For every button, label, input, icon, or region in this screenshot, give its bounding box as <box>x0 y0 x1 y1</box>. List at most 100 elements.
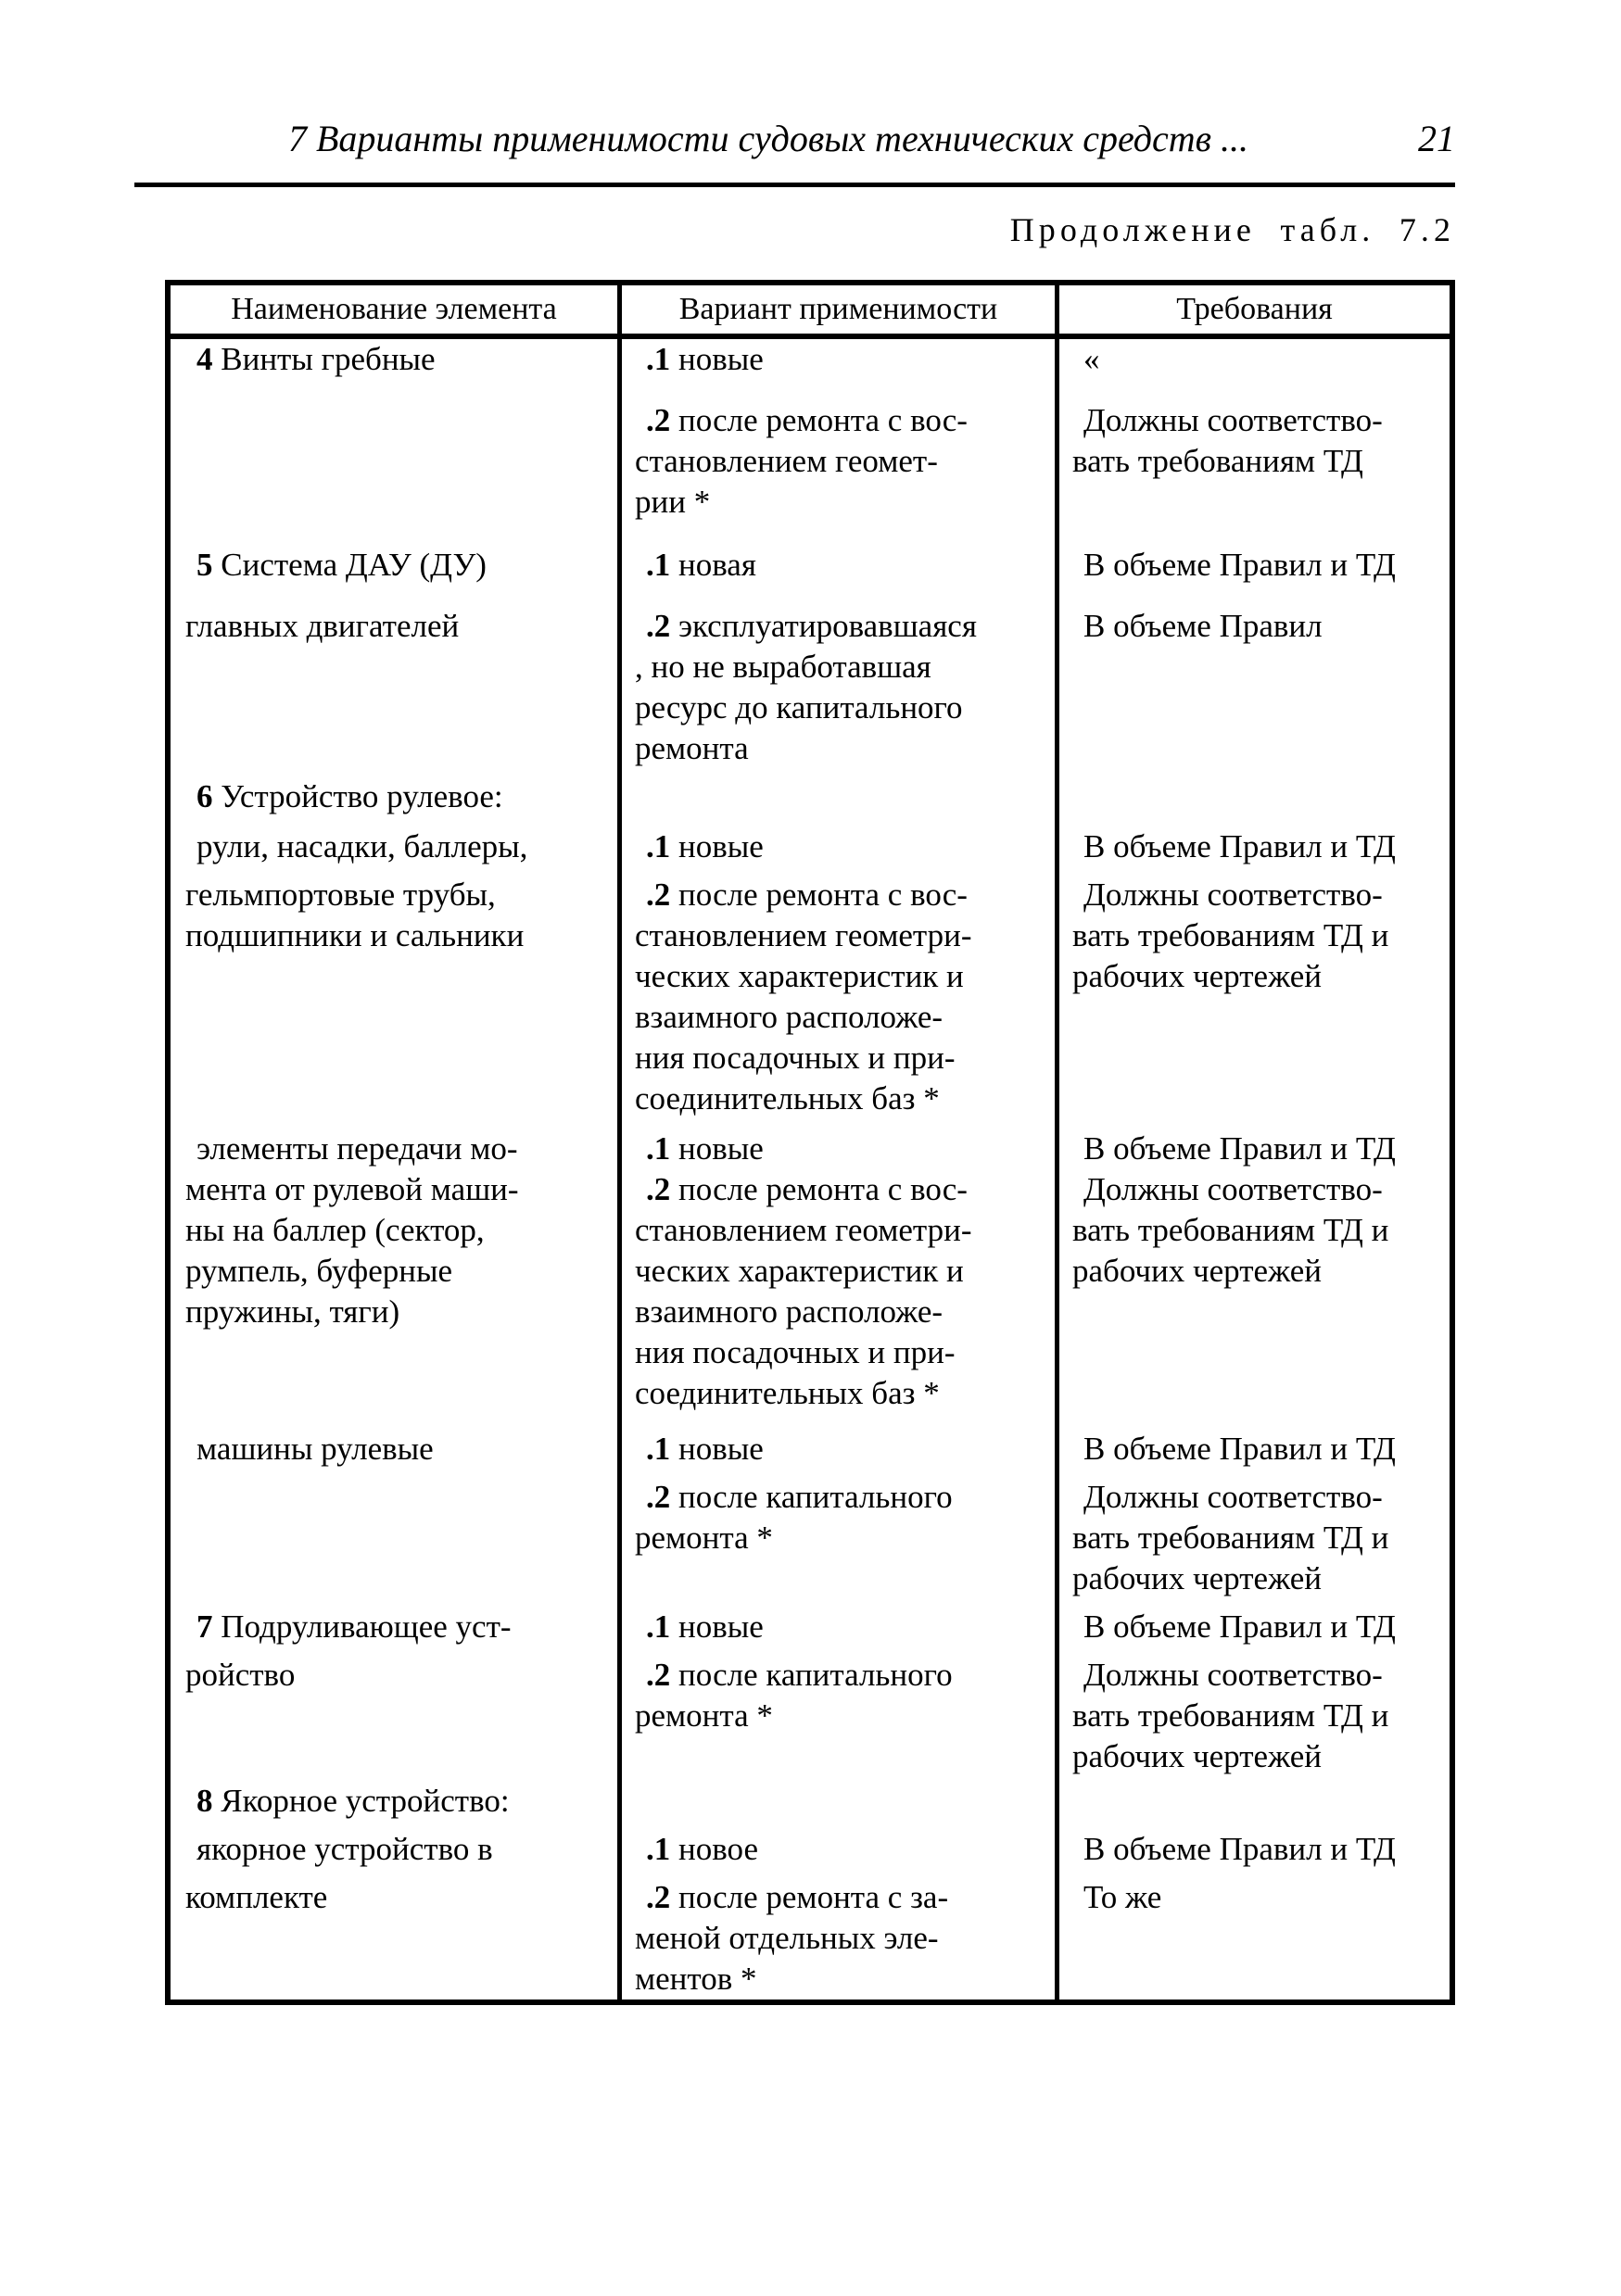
table-cell: .1 новые <box>617 1119 1055 1169</box>
cell-line: ресурс до капитального <box>635 689 963 725</box>
table-cell: ресурс до капитального <box>617 688 1055 728</box>
cell-line: В объеме Правил и ТД <box>1083 547 1396 583</box>
table-cell: ремонта * <box>617 1696 1055 1736</box>
cell-line: подшипники и сальники <box>185 917 525 953</box>
cell-line: машины рулевые <box>196 1431 434 1467</box>
cell-line: .2 эксплуатировавшаяся <box>646 608 977 644</box>
table-row: ресурс до капитального <box>171 688 1450 728</box>
page-header: 7 Варианты применимости судовых техничес… <box>165 117 1455 161</box>
cell-line: То же <box>1083 1879 1162 1915</box>
table-cell: В объеме Правил и ТД <box>1055 1119 1450 1169</box>
cell-line: В объеме Правил и ТД <box>1083 1130 1396 1167</box>
table-cell: .2 эксплуатировавшаяся <box>617 586 1055 647</box>
cell-line: рабочих чертежей <box>1072 1560 1323 1596</box>
table-cell: становлением геомет- <box>617 441 1055 482</box>
cell-line: вать требованиям ТД и <box>1072 1697 1389 1734</box>
cell-line: взаимного расположе- <box>635 1293 943 1330</box>
table-cell: В объеме Правил и ТД <box>1055 817 1450 867</box>
table-cell: .1 новые <box>617 1414 1055 1470</box>
cell-line: .1 новые <box>646 1431 764 1467</box>
cell-line: пружины, тяги) <box>185 1293 400 1330</box>
table-cell: 4 Винты гребные <box>171 339 617 380</box>
table-row: ремонта * вать требованиям ТД и <box>171 1696 1450 1736</box>
cell-line: ремонта <box>635 730 749 766</box>
table-cell: ния посадочных и при- <box>617 1332 1055 1373</box>
table-cell <box>171 1079 617 1119</box>
table-row: рии * <box>171 482 1450 523</box>
table-cell: становлением геометри- <box>617 915 1055 956</box>
table-cell: ны на баллер (сектор, <box>171 1210 617 1251</box>
cell-line: ремонта * <box>635 1697 773 1734</box>
cell-line: Должны соответство- <box>1083 402 1383 438</box>
table-row: машины рулевые .1 новые В объеме Правил и … <box>171 1414 1450 1470</box>
table-cell <box>1055 1918 1450 1959</box>
table-row: ния посадочных и при- <box>171 1332 1450 1373</box>
table-row: 4 Винты гребные .1 новые « <box>171 339 1450 380</box>
table-row: рабочих чертежей <box>171 1558 1450 1599</box>
table-row: ны на баллер (сектор, становлением геомет… <box>171 1210 1450 1251</box>
table-cell: 5 Система ДАУ (ДУ) <box>171 523 617 586</box>
table-cell: вать требованиям ТД и <box>1055 1210 1450 1251</box>
cell-line: 7 Подруливающее уст- <box>196 1608 512 1645</box>
table-cell: рабочих чертежей <box>1055 956 1450 997</box>
table-cell: Должны соответство- <box>1055 1647 1450 1696</box>
table-cell <box>617 1777 1055 1822</box>
table-cell: .1 новые <box>617 817 1055 867</box>
table-row: ческих характеристик и рабочих чертежей <box>171 956 1450 997</box>
table-row: якорное устройство в .1 новое В объеме Пра… <box>171 1822 1450 1870</box>
cell-line: элементы передачи мо- <box>196 1130 518 1167</box>
cell-line: .1 новая <box>646 547 756 583</box>
cell-line: 5 Система ДАУ (ДУ) <box>196 547 487 583</box>
table-continuation-caption: Продолжение табл. 7.2 <box>1009 211 1455 248</box>
header-rule <box>134 183 1455 187</box>
table-row: главных двигателей .2 эксплуатировавшаяся… <box>171 586 1450 647</box>
table-cell: взаимного расположе- <box>617 997 1055 1038</box>
cell-line: .1 новые <box>646 1130 764 1167</box>
cell-line: Должны соответство- <box>1083 1657 1383 1693</box>
table-cell <box>1055 688 1450 728</box>
table-cell: пружины, тяги) <box>171 1292 617 1332</box>
table-row: ния посадочных и при- <box>171 1038 1450 1079</box>
table-cell: рули, насадки, баллеры, <box>171 817 617 867</box>
table-row: румпель, буферные ческих характеристик и р… <box>171 1251 1450 1292</box>
table-cell <box>171 1736 617 1777</box>
table-cell <box>171 728 617 769</box>
table-cell <box>171 647 617 688</box>
cell-line: вать требованиям ТД и <box>1072 1212 1389 1248</box>
table-cell: румпель, буферные <box>171 1251 617 1292</box>
table-cell: 6 Устройство рулевое: <box>171 769 617 817</box>
cell-line: 4 Винты гребные <box>196 341 436 377</box>
table-cell: комплекте <box>171 1870 617 1918</box>
table-row: 8 Якорное устройство: <box>171 1777 1450 1822</box>
table-cell: ремонта <box>617 728 1055 769</box>
table-cell <box>171 380 617 441</box>
table-row: соединительных баз * <box>171 1079 1450 1119</box>
table-cell <box>1055 769 1450 817</box>
table-cell <box>617 1736 1055 1777</box>
cell-line: Должны соответство- <box>1083 1171 1383 1207</box>
table-cell: главных двигателей <box>171 586 617 647</box>
cell-line: ния посадочных и при- <box>635 1334 956 1370</box>
table-cell: вать требованиям ТД и <box>1055 1696 1450 1736</box>
cell-line: Должны соответство- <box>1083 877 1383 913</box>
cell-line: главных двигателей <box>185 608 460 644</box>
table-row: гельмпортовые трубы, .2 после ремонта с в… <box>171 867 1450 915</box>
table-row: подшипники и сальники становлением геомет… <box>171 915 1450 956</box>
table-row: , но не выработавшая <box>171 647 1450 688</box>
table-cell: ройство <box>171 1647 617 1696</box>
table-cell: рабочих чертежей <box>1055 1736 1450 1777</box>
table-cell: То же <box>1055 1870 1450 1918</box>
cell-line: В объеме Правил <box>1083 608 1323 644</box>
cell-line: .2 после ремонта с вос- <box>646 1171 968 1207</box>
cell-line: рабочих чертежей <box>1072 1738 1323 1774</box>
table-cell <box>1055 1038 1450 1079</box>
table-cell: В объеме Правил и ТД <box>1055 1414 1450 1470</box>
table-cell: .2 после ремонта с за- <box>617 1870 1055 1918</box>
table-row: рули, насадки, баллеры, .1 новые В объеме … <box>171 817 1450 867</box>
table-row: пружины, тяги) взаимного расположе- <box>171 1292 1450 1332</box>
table-cell: взаимного расположе- <box>617 1292 1055 1332</box>
cell-line: соединительных баз * <box>635 1080 940 1116</box>
table-row: ремонта * вать требованиям ТД и <box>171 1518 1450 1558</box>
table-cell <box>171 1696 617 1736</box>
table-row: комплекте .2 после ремонта с за- То же <box>171 1870 1450 1918</box>
